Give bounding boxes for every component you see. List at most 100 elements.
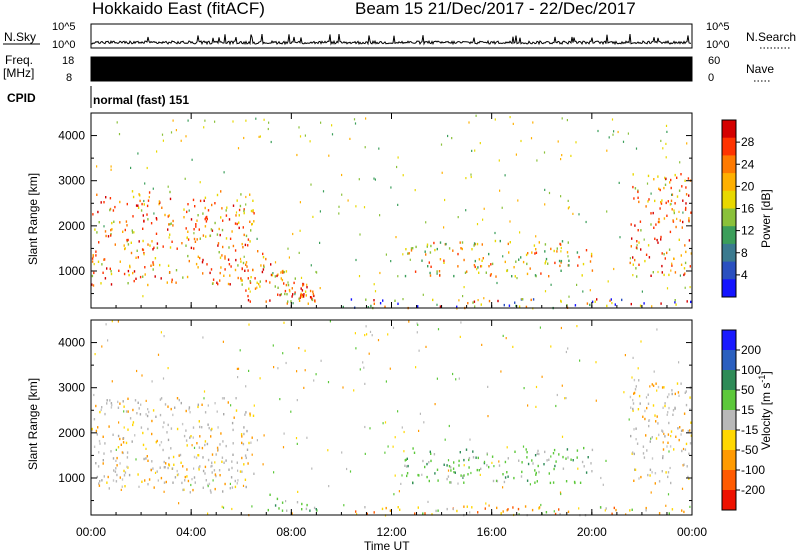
echo-cell	[535, 251, 538, 254]
echo-cell	[204, 196, 207, 199]
echo-cell	[585, 249, 588, 252]
echo-cell	[278, 507, 280, 510]
echo-cell	[241, 435, 243, 438]
echo-cell	[447, 469, 450, 472]
echo-cell	[99, 410, 101, 414]
echo-cell	[142, 239, 144, 243]
echo-cell	[176, 469, 178, 473]
echo-cell	[138, 240, 140, 243]
colorbar-segment	[722, 490, 736, 511]
echo-cell	[477, 299, 479, 302]
echo-cell	[447, 459, 450, 462]
echo-cell	[151, 432, 153, 436]
echo-cell	[460, 474, 462, 477]
echo-cell	[459, 335, 461, 338]
echo-cell	[158, 200, 161, 203]
echo-cell	[150, 222, 153, 225]
y-tick-label: 3000	[58, 174, 85, 188]
echo-cell	[193, 232, 195, 235]
echo-cell	[526, 451, 528, 454]
echo-cell	[167, 438, 170, 442]
echo-cell	[529, 483, 531, 486]
echo-cell	[132, 423, 134, 427]
echo-cell	[258, 282, 260, 286]
echo-cell	[527, 462, 530, 466]
echo-cell	[540, 503, 542, 507]
echo-cell	[249, 290, 251, 293]
echo-cell	[667, 493, 670, 496]
echo-cell	[415, 366, 417, 369]
echo-cell	[553, 448, 556, 452]
echo-cell	[589, 289, 591, 292]
echo-cell	[244, 454, 247, 457]
echo-cell	[682, 447, 685, 451]
echo-cell	[544, 262, 546, 265]
echo-cell	[257, 250, 259, 253]
echo-cell	[623, 391, 625, 394]
echo-cell	[285, 283, 288, 287]
echo-cell	[478, 469, 480, 472]
echo-cell	[506, 446, 508, 449]
echo-cell	[342, 305, 344, 309]
echo-cell	[127, 397, 129, 400]
echo-cell	[554, 464, 556, 468]
echo-cell	[167, 405, 169, 408]
echo-cell	[644, 417, 646, 421]
echo-cell	[248, 441, 250, 445]
echo-cell	[591, 470, 593, 473]
echo-cell	[660, 235, 662, 239]
echo-cell	[331, 133, 334, 136]
echo-cell	[475, 114, 477, 117]
echo-cell	[250, 441, 252, 444]
echo-cell	[637, 229, 639, 232]
echo-cell	[98, 221, 100, 224]
echo-cell	[401, 474, 403, 477]
echo-cell	[160, 331, 162, 334]
echo-cell	[342, 386, 344, 389]
echo-cell	[346, 467, 348, 471]
echo-cell	[241, 267, 243, 271]
echo-cell	[169, 233, 171, 236]
echo-cell	[233, 416, 235, 419]
echo-cell	[203, 126, 205, 129]
echo-cell	[613, 267, 615, 271]
echo-cell	[506, 471, 508, 474]
echo-cell	[114, 205, 116, 209]
echo-cell	[186, 210, 188, 214]
echo-cell	[647, 402, 650, 405]
echo-cell	[174, 406, 176, 409]
echo-cell	[492, 479, 495, 483]
echo-cell	[313, 294, 315, 298]
echo-cell	[245, 456, 247, 460]
echo-cell	[208, 482, 211, 486]
echo-cell	[476, 223, 479, 226]
echo-cell	[502, 473, 504, 476]
echo-cell	[436, 270, 438, 273]
echo-cell	[522, 445, 525, 448]
echo-cell	[373, 511, 375, 514]
echo-cell	[248, 287, 250, 290]
echo-cell	[642, 452, 645, 455]
echo-cell	[536, 452, 538, 455]
echo-cell	[635, 438, 637, 441]
echo-cell	[470, 471, 472, 475]
echo-cell	[548, 191, 551, 195]
nsky-frame	[90, 23, 693, 49]
echo-cell	[417, 506, 419, 509]
echo-cell	[135, 256, 137, 259]
echo-cell	[577, 467, 579, 470]
echo-cell	[429, 271, 431, 275]
echo-cell	[434, 403, 436, 406]
echo-cell	[219, 256, 222, 259]
echo-cell	[168, 223, 170, 226]
echo-cell	[123, 410, 125, 413]
echo-cell	[171, 278, 173, 281]
echo-cell	[251, 453, 253, 456]
echo-cell	[659, 207, 661, 210]
colorbar-tick-label: 8	[741, 246, 748, 260]
echo-cell	[132, 408, 134, 412]
echo-cell	[407, 464, 409, 468]
echo-cell	[431, 513, 433, 516]
echo-cell	[495, 479, 498, 483]
echo-cell	[524, 505, 527, 508]
